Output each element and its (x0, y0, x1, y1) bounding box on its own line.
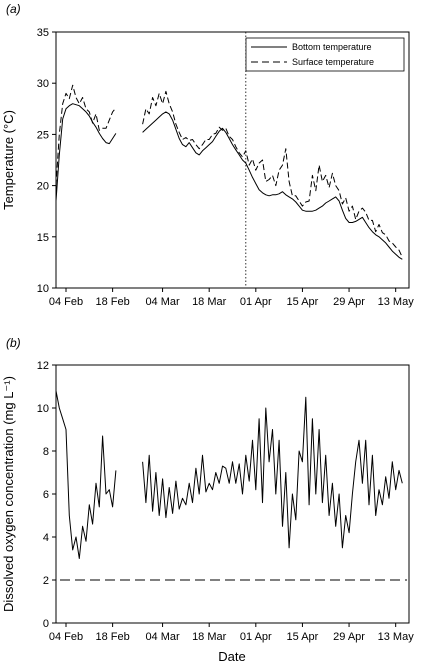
panel-a-y-tick-label: 10 (37, 283, 49, 295)
legend-bottom-label: Bottom temperature (292, 42, 372, 52)
panel-a-frame (55, 31, 410, 289)
panel-a-label: (a) (6, 2, 21, 16)
panel-b-x-tick-label: 13 May (378, 631, 415, 643)
panel-b-label: (b) (6, 336, 21, 350)
panel-a-surface-temperature-line (142, 90, 403, 258)
panel-a-x-tick-label: 04 Mar (145, 296, 180, 308)
legend-surface-label: Surface temperature (292, 57, 374, 67)
panel-b-x-tick-label: 04 Mar (145, 631, 180, 643)
panel-a-surface-temperature-line (55, 84, 117, 186)
panel-a-bottom-temperature-line (142, 111, 403, 260)
panel-a-x-tick-label: 18 Feb (95, 296, 129, 308)
panel-b-series-0-line (142, 396, 403, 549)
panel-a-x-tick-label: 04 Feb (49, 296, 83, 308)
panel-a-series (55, 84, 403, 260)
panel-b-x-tick-label: 01 Apr (240, 631, 272, 643)
panel-a-y-axis: 10 15 20 25 30 35 (37, 27, 56, 295)
panel-a-legend: Bottom temperature Surface temperature (245, 37, 405, 72)
panel-b-series-0-line (55, 390, 117, 559)
panel-a-y-tick-label: 15 (37, 232, 49, 244)
panel-b-x-tick-label: 15 Apr (287, 631, 319, 643)
panel-a-y-axis-title: Temperature (°C) (1, 110, 16, 210)
panel-a-x-tick-label: 29 Apr (333, 296, 365, 308)
panel-b-y-tick-label: 4 (43, 532, 49, 544)
panel-b-y-tick-label: 2 (43, 575, 49, 587)
legend-box (245, 37, 405, 72)
panel-b-y-tick-label: 0 (43, 618, 49, 630)
panel-a-bottom-temperature-line (55, 103, 117, 202)
panel-a-x-tick-label: 15 Apr (287, 296, 319, 308)
panel-b-frame (55, 364, 410, 624)
panel-a-x-tick-label: 01 Apr (240, 296, 272, 308)
panel-a-y-tick-label: 30 (37, 78, 49, 90)
panel-b-y-axis: 0 2 4 6 8 10 12 (37, 360, 56, 630)
panel-a-y-tick-label: 35 (37, 27, 49, 39)
panel-a-y-tick-label: 25 (37, 129, 49, 141)
panel-b-series (55, 390, 403, 559)
panel-b-x-axis: 04 Feb 18 Feb 04 Mar 18 Mar 01 Apr 15 Apr 29 A… (49, 623, 414, 643)
panel-b-y-tick-label: 12 (37, 360, 49, 372)
panel-b-y-axis-title: Dissolved oxygen concentration (mg L⁻¹) (1, 376, 16, 612)
panel-b-y-tick-label: 8 (43, 446, 49, 458)
panel-b-x-tick-label: 18 Feb (95, 631, 129, 643)
panel-a-x-tick-label: 13 May (378, 296, 415, 308)
panel-b-x-axis-title: Date (218, 649, 245, 664)
panel-a-y-tick-label: 20 (37, 181, 49, 193)
panel-b-y-tick-label: 10 (37, 403, 49, 415)
panel-b-y-tick-label: 6 (43, 489, 49, 501)
temperature-chart: (a) Temperature (°C) 10 15 20 25 30 35 04 Feb… (1, 2, 414, 308)
panel-b-x-tick-label: 04 Feb (49, 631, 83, 643)
panel-a-x-tick-label: 18 Mar (192, 296, 227, 308)
panel-b-x-tick-label: 18 Mar (192, 631, 227, 643)
panel-b-x-tick-label: 29 Apr (333, 631, 365, 643)
panel-a-x-axis: 04 Feb 18 Feb 04 Mar 18 Mar 01 Apr 15 Apr 29 A… (49, 288, 414, 308)
dissolved-oxygen-chart: (b) Dissolved oxygen concentration (mg L… (1, 336, 414, 664)
